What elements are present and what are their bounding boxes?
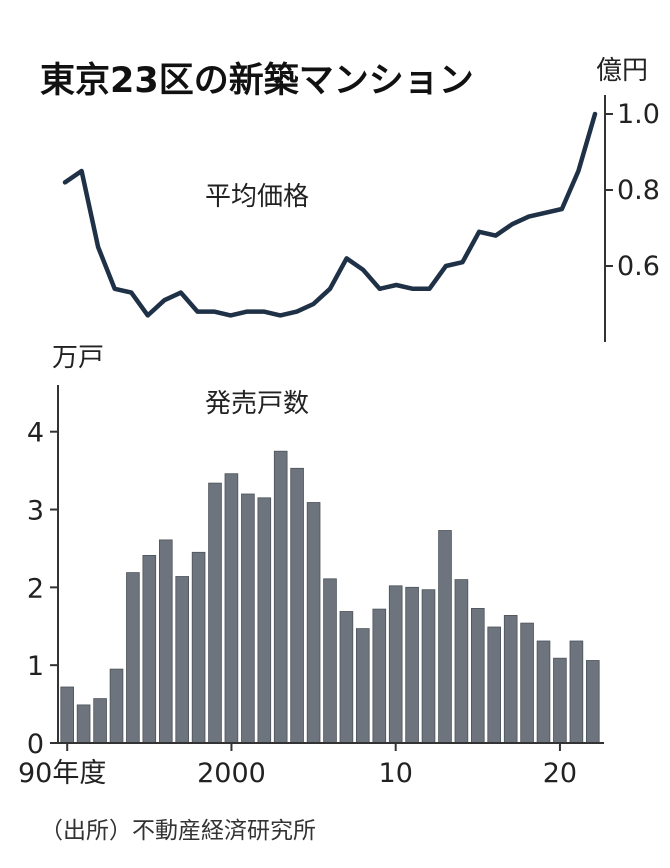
bar-1996 bbox=[158, 539, 173, 744]
bar-1997 bbox=[175, 576, 190, 744]
bar-2009 bbox=[372, 608, 387, 744]
bar-2005 bbox=[306, 502, 321, 744]
bar-y-tick-label: 1 bbox=[27, 651, 44, 682]
bar-1991 bbox=[76, 704, 91, 744]
line-y-tick-label: 0.8 bbox=[617, 175, 660, 206]
bar-2008 bbox=[355, 628, 370, 744]
bar-2013 bbox=[438, 530, 452, 744]
bar-2022 bbox=[586, 660, 600, 744]
bar-2017 bbox=[503, 615, 518, 744]
bar-2006 bbox=[323, 578, 337, 744]
line-series-label: 平均価格 bbox=[205, 182, 309, 212]
bar-unit-label: 万戸 bbox=[52, 343, 104, 373]
line-y-tick-label: 1.0 bbox=[617, 99, 660, 130]
bar-y-ticks: 4 3 2 1 0 bbox=[27, 418, 58, 760]
line-y-tick-label: 0.6 bbox=[617, 251, 660, 282]
bar-1995 bbox=[142, 555, 157, 744]
bar-2018 bbox=[520, 622, 534, 744]
bar-series bbox=[60, 450, 600, 744]
bar-x-tick-label: 10 bbox=[379, 758, 413, 789]
bar-2007 bbox=[339, 611, 354, 744]
bar-1993 bbox=[109, 668, 124, 744]
bar-1998 bbox=[191, 551, 206, 744]
bar-2021 bbox=[569, 640, 584, 744]
bar-2000 bbox=[224, 473, 239, 744]
bar-y-tick-label: 0 bbox=[27, 729, 44, 760]
line-series bbox=[62, 111, 598, 318]
bar-2010 bbox=[388, 585, 403, 744]
bar-2004 bbox=[290, 467, 304, 744]
bar-2020 bbox=[553, 657, 567, 744]
bar-2003 bbox=[273, 450, 288, 744]
price-line bbox=[62, 111, 598, 318]
bar-series-label: 発売戸数 bbox=[205, 389, 309, 419]
line-unit-label: 億円 bbox=[596, 56, 648, 86]
bar-2011 bbox=[405, 586, 419, 744]
line-y-ticks: 1.0 0.8 0.6 bbox=[605, 99, 660, 282]
bar-2015 bbox=[470, 608, 485, 744]
bar-2002 bbox=[257, 497, 272, 744]
bar-x-tick-label: 90年度 bbox=[18, 758, 106, 789]
bar-y-tick-label: 4 bbox=[27, 418, 44, 449]
source-note: （出所）不動産経済研究所 bbox=[40, 818, 316, 844]
bar-y-tick-label: 2 bbox=[27, 573, 44, 604]
bar-1990 bbox=[60, 686, 74, 744]
bar-x-tick-label: 20 bbox=[543, 758, 577, 789]
bar-2019 bbox=[536, 640, 551, 744]
bar-2014 bbox=[454, 579, 469, 744]
bar-x-tick-label: 2000 bbox=[197, 758, 266, 789]
bar-2016 bbox=[487, 626, 501, 744]
chart-title: 東京23区の新築マンション bbox=[40, 60, 474, 101]
bar-2012 bbox=[421, 589, 436, 744]
bar-1992 bbox=[93, 698, 107, 744]
bar-1994 bbox=[126, 572, 140, 744]
bar-x-ticks: 90年度 2000 10 20 bbox=[18, 743, 577, 789]
bar-1999 bbox=[208, 482, 222, 744]
bar-y-tick-label: 3 bbox=[27, 496, 44, 527]
bar-2001 bbox=[241, 493, 255, 744]
